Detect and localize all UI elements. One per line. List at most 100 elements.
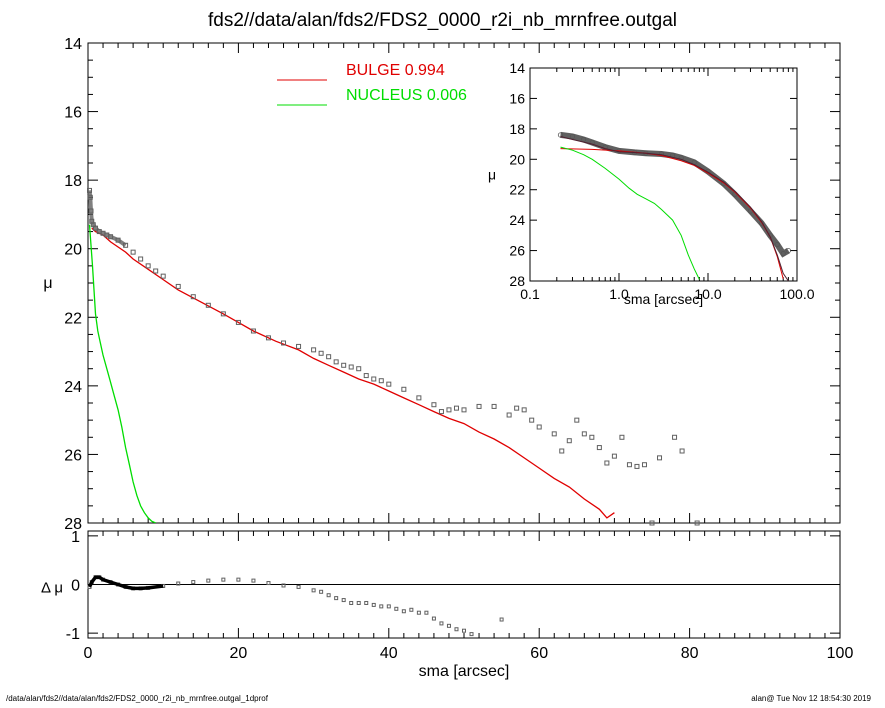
main-ytick-label: 14: [64, 36, 82, 53]
main-ytick-label: 26: [64, 447, 82, 464]
inset-xtick-label: 0.1: [520, 286, 540, 302]
residual-point: [236, 577, 241, 582]
legend-label: NUCLEUS 0.006: [346, 87, 467, 104]
inset-ytick-label: 22: [509, 182, 525, 198]
data-point: [634, 463, 640, 469]
main-ytick-label: 18: [64, 173, 82, 190]
residual-point: [379, 604, 384, 609]
residual-xtick-label: 20: [230, 645, 248, 662]
residual-point: [296, 584, 301, 589]
data-point: [175, 283, 181, 289]
bulge-line: [91, 227, 615, 519]
residual-xtick-label: 100: [827, 645, 854, 662]
data-point: [581, 431, 587, 437]
data-point: [401, 386, 407, 392]
inset-frame: [529, 67, 798, 282]
data-point: [611, 453, 617, 459]
main-ytick-label: 28: [64, 516, 82, 533]
inset-background: [529, 67, 798, 282]
data-point: [514, 405, 520, 411]
data-point: [130, 249, 136, 255]
residual-ytick-label: 1: [71, 529, 80, 546]
residual-ytick-label: -1: [66, 626, 80, 643]
residual-point: [326, 593, 331, 598]
data-point: [438, 409, 444, 415]
inset-nucleus-line: [560, 146, 700, 280]
main-ytick-label: 20: [64, 242, 82, 259]
data-point: [596, 445, 602, 451]
residual-point: [454, 627, 459, 632]
data-point: [566, 438, 572, 444]
inset-ytick-label: 16: [509, 90, 525, 106]
data-point: [641, 462, 647, 468]
residual-point: [251, 578, 256, 583]
data-point: [160, 273, 166, 279]
inset-xlabel: sma [arcsec]: [624, 291, 703, 307]
residual-point: [206, 578, 211, 583]
residual-point: [446, 623, 451, 628]
inset-data-point: [658, 151, 665, 157]
inset-ytick-label: 20: [509, 151, 525, 167]
inset-data-point: [589, 139, 595, 146]
residual-point: [386, 604, 391, 609]
residual-point: [221, 577, 226, 582]
data-point: [604, 460, 610, 466]
inset-ytick-label: 18: [509, 121, 525, 137]
data-point: [491, 403, 497, 409]
residual-inner-trace: [87, 575, 164, 591]
data-point: [589, 434, 595, 440]
inset-model-line: [560, 136, 789, 281]
data-point: [205, 302, 211, 308]
residual-xtick-label: 80: [681, 645, 699, 662]
inset-data-point: [602, 144, 608, 150]
residual-ytick-label: 0: [71, 578, 80, 595]
residual-ylabel: Δ μ: [41, 580, 63, 597]
nucleus-line: [88, 224, 156, 523]
residual-point: [439, 621, 444, 626]
main-ylabel: μ: [43, 275, 52, 292]
data-point: [657, 455, 663, 461]
inset-xtick-label: 100.0: [779, 286, 814, 302]
data-point: [574, 417, 580, 423]
main-ytick-label: 16: [64, 105, 82, 122]
data-point: [476, 403, 482, 409]
data-point: [265, 335, 271, 341]
data-point: [378, 378, 384, 384]
residual-point: [334, 596, 339, 601]
residual-point: [176, 581, 181, 586]
legend: BULGE 0.994 NUCLEUS 0.006: [277, 62, 467, 106]
inset-ytick-label: 24: [509, 212, 525, 228]
residual-point: [424, 610, 429, 615]
data-point: [235, 319, 241, 325]
inset-data-point: [785, 247, 791, 254]
data-point: [356, 366, 362, 372]
data-point: [341, 362, 347, 368]
residual-xtick-label: 60: [530, 645, 548, 662]
footer-path: /data/alan/fds2//data/alan/fds2/FDS2_000…: [6, 694, 268, 703]
data-point: [649, 520, 655, 526]
residual-xtick-label: 40: [380, 645, 398, 662]
data-point: [296, 343, 302, 349]
residual-point: [431, 616, 436, 621]
data-point: [694, 520, 700, 526]
data-inner-trace: [87, 190, 127, 247]
data-point: [250, 328, 256, 334]
residual-point: [469, 632, 474, 637]
residual-xtick-label: 0: [84, 645, 93, 662]
residual-point: [281, 583, 286, 588]
residual-point: [499, 617, 504, 622]
data-point: [220, 311, 226, 317]
inset-data-point: [780, 251, 786, 257]
data-point: [318, 350, 324, 356]
residual-point: [191, 580, 196, 585]
residual-point: [409, 607, 414, 612]
inset-data-point: [557, 132, 564, 138]
data-point: [453, 405, 459, 411]
data-point: [145, 263, 151, 269]
inset-ylabel: μ: [488, 167, 496, 183]
main-ytick-label: 24: [64, 379, 82, 396]
data-point: [348, 364, 354, 370]
data-point: [281, 340, 287, 346]
data-point: [416, 395, 422, 401]
